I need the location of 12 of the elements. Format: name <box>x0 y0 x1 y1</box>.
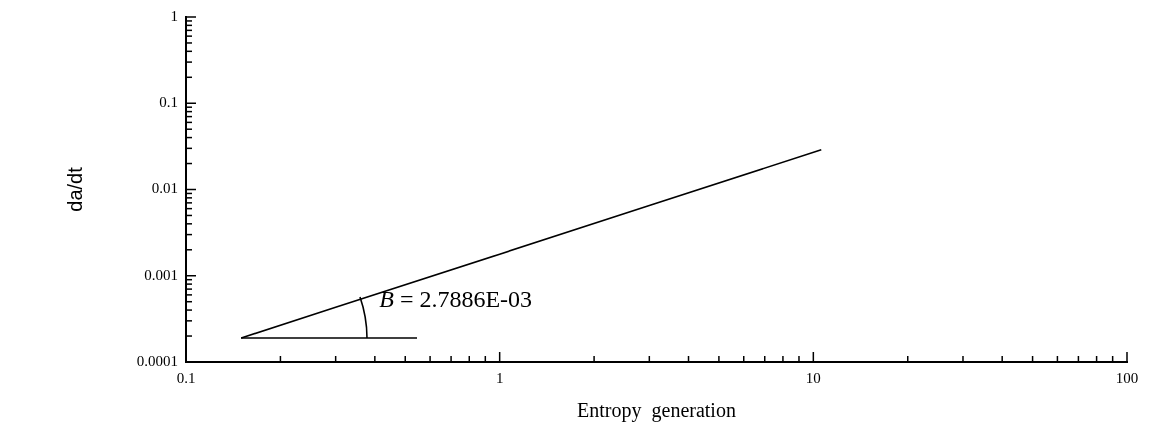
x-axis-title: Entropy generation <box>577 399 736 423</box>
x-tick-label: 10 <box>805 369 821 386</box>
y-tick-label: 0.001 <box>144 266 178 283</box>
annotation: B = 2.7886E-03 <box>379 285 533 312</box>
y-tick-label: 0.0001 <box>136 352 178 369</box>
y-tick-label: 0.1 <box>159 94 178 111</box>
y-tick-label: 1 <box>170 7 178 24</box>
x-tick-label: 1 <box>495 369 504 386</box>
y-axis-title: da/dt <box>63 166 86 212</box>
x-tick-label: 0.1 <box>176 369 196 386</box>
x-tick-label: 100 <box>1115 369 1139 386</box>
y-tick-label: 0.01 <box>151 180 178 197</box>
